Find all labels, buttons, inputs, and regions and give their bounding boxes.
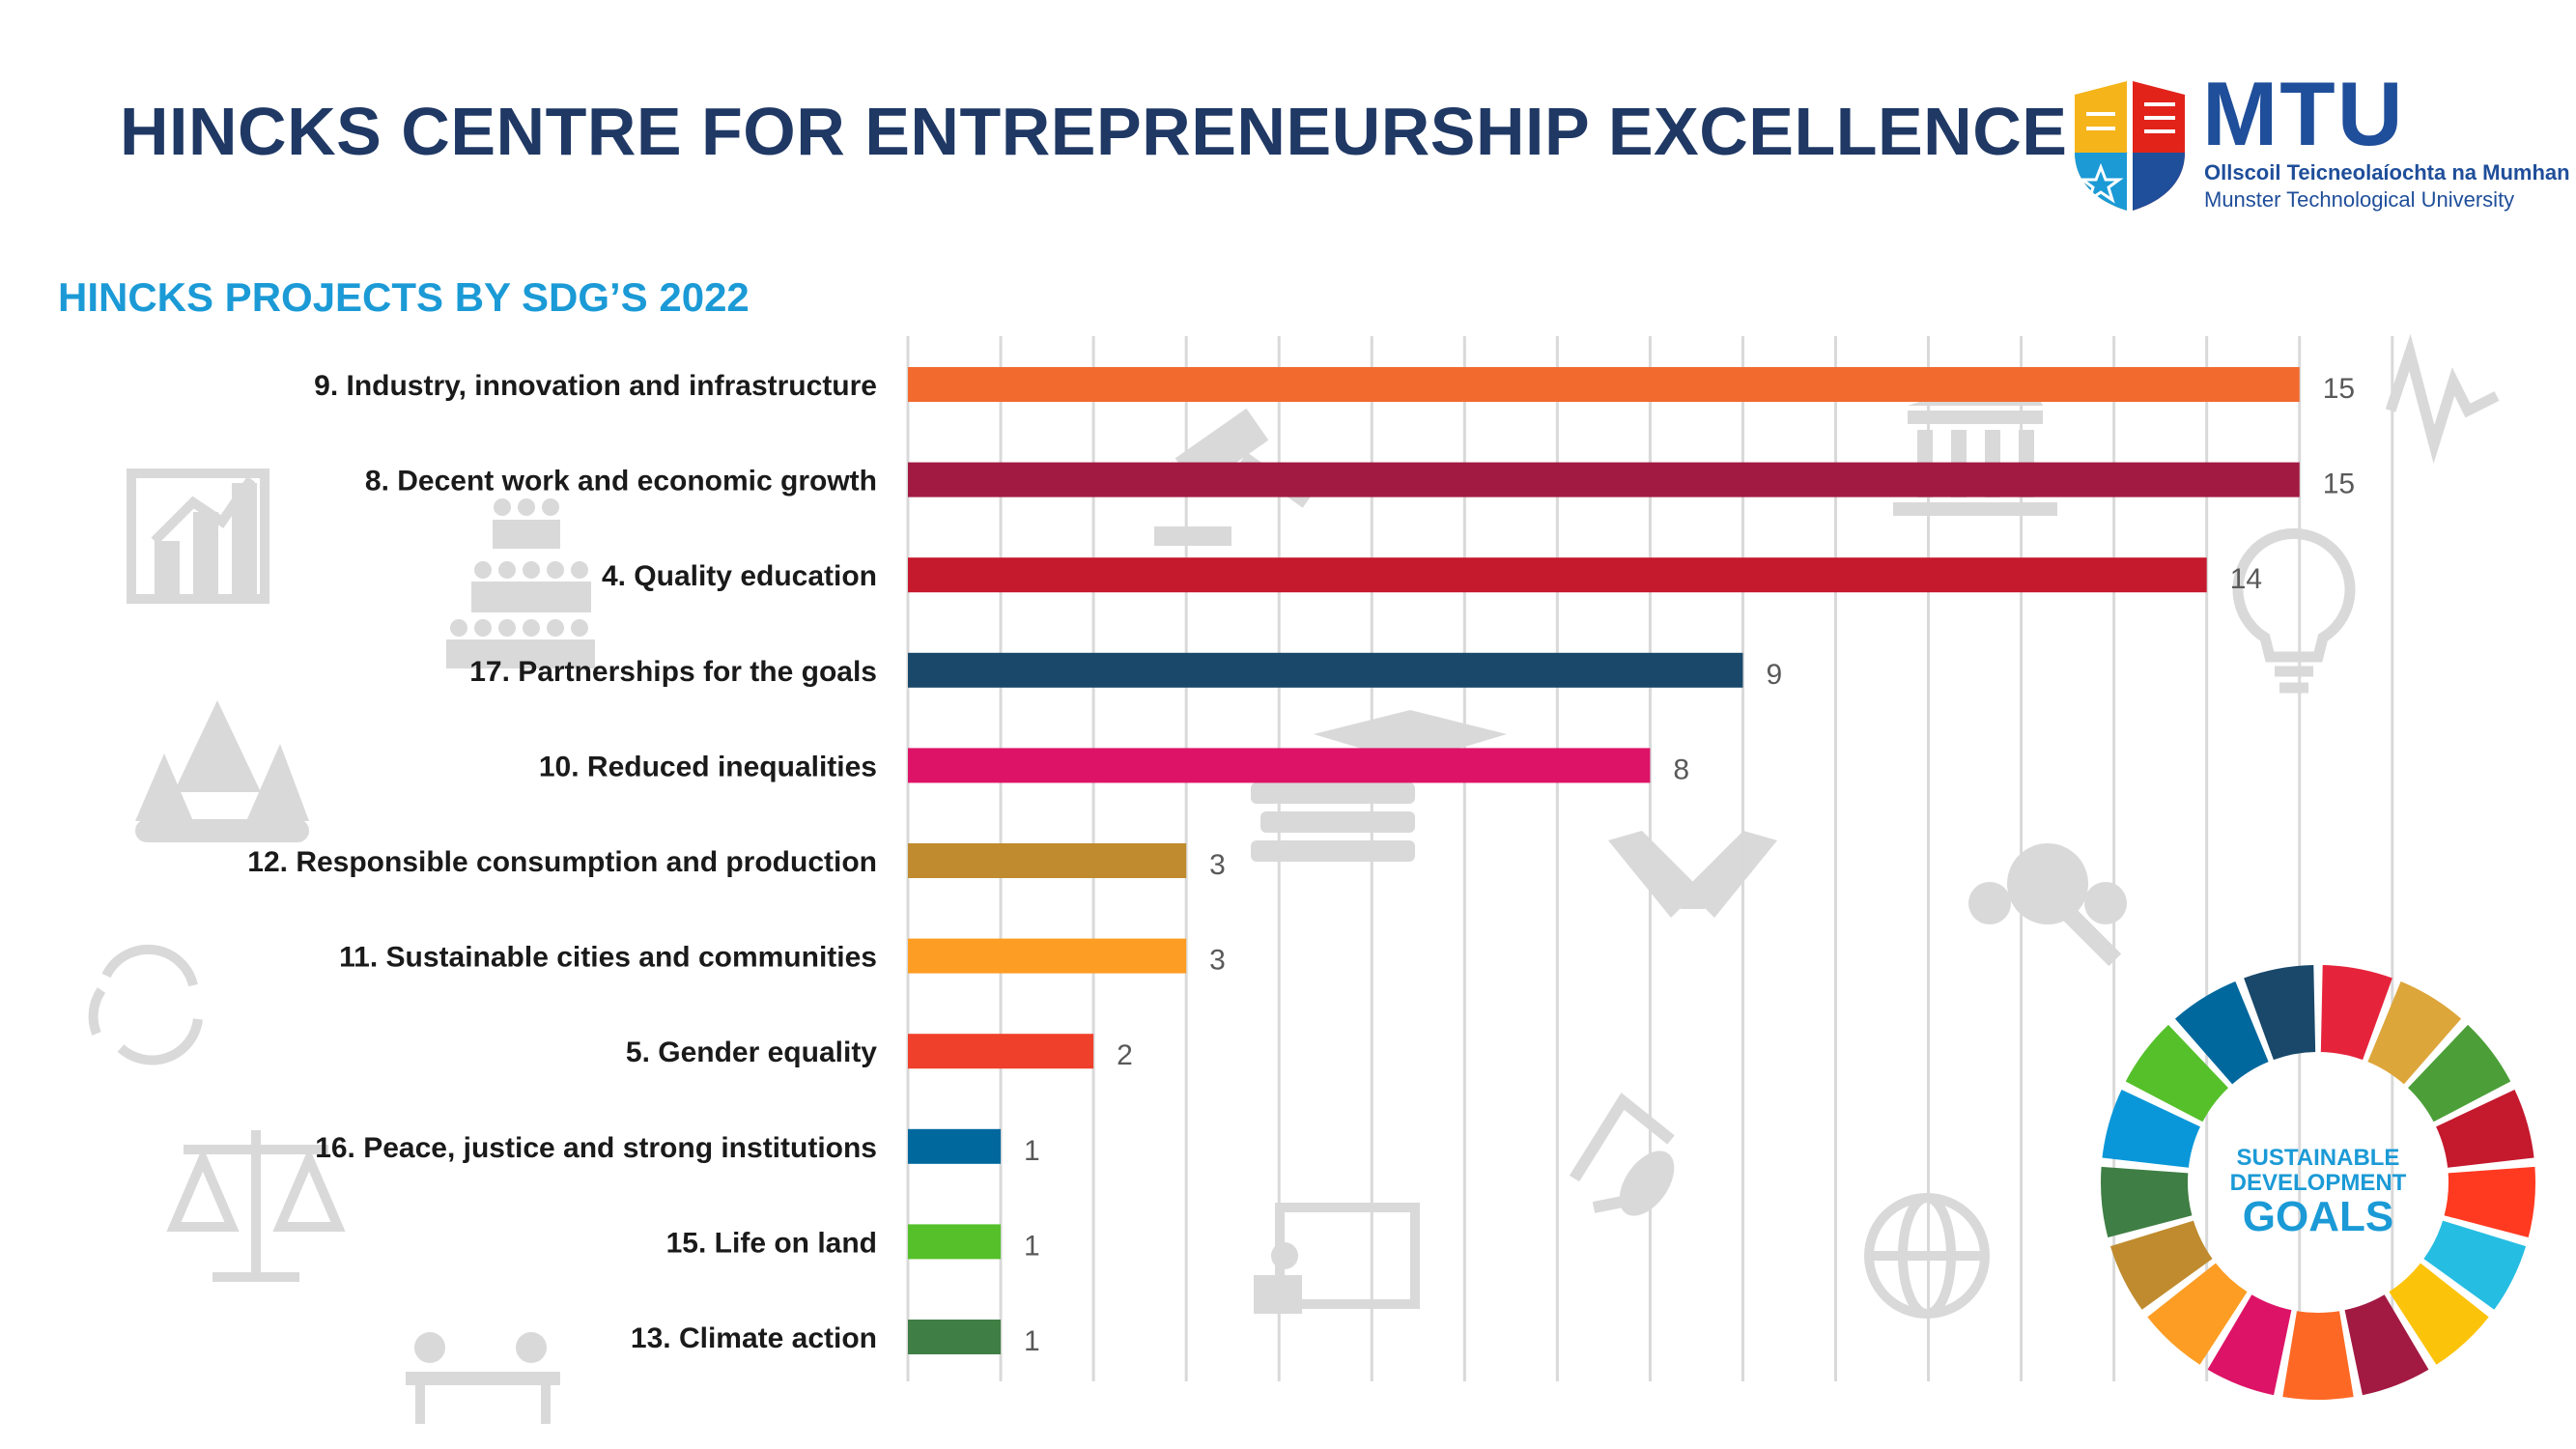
- bar: [908, 1128, 1002, 1164]
- sdg-wheel-segment: [2125, 1024, 2228, 1122]
- bar: [908, 1224, 1002, 1260]
- sdg-wheel: SUSTAINABLE DEVELOPMENT GOALS: [2101, 965, 2535, 1400]
- search-people-icon: [1968, 843, 2127, 967]
- data-label: 14: [2230, 563, 2262, 595]
- scales-icon: [166, 1130, 346, 1282]
- trees-icon: [135, 700, 309, 842]
- data-label: 2: [1117, 1039, 1133, 1071]
- leaf-icon: [1619, 1151, 1675, 1216]
- sdg-wheel-segment: [2389, 1263, 2489, 1365]
- data-labels: 15 15 14 9 8 3 3 2 1 1 1: [1024, 373, 2355, 1357]
- sdg-wheel-segment: [2101, 1166, 2193, 1238]
- mtu-english-name: Munster Technological University: [2204, 187, 2515, 212]
- sdg-wheel-segment: [2244, 965, 2316, 1061]
- sdg-wheel-segment: [2423, 1220, 2527, 1310]
- data-label: 1: [1024, 1230, 1040, 1262]
- page-title: HINCKS CENTRE FOR ENTREPRENEURSHIP EXCEL…: [120, 94, 2068, 169]
- category-label: 15. Life on land: [666, 1227, 877, 1259]
- globe-icon: [1864, 1193, 1990, 1319]
- sdg-wheel-segments: [2101, 965, 2535, 1400]
- handshake-icon: [1608, 831, 1777, 918]
- data-label: 9: [1766, 659, 1782, 691]
- category-label: 11. Sustainable cities and communities: [339, 942, 877, 974]
- category-label: 13. Climate action: [631, 1322, 877, 1354]
- data-label: 15: [2323, 373, 2355, 405]
- sdg-wheel-line3: GOALS: [2243, 1193, 2393, 1240]
- bar: [908, 557, 2207, 593]
- sdg-wheel-segment: [2102, 1089, 2200, 1168]
- category-labels: 9. Industry, innovation and infrastructu…: [247, 370, 877, 1354]
- sdg-wheel-segment: [2147, 1263, 2248, 1365]
- bars: [908, 367, 2300, 1354]
- meeting-icon: [406, 1332, 560, 1424]
- sdg-wheel-line1: SUSTAINABLE: [2237, 1145, 2400, 1171]
- people-icon: [446, 498, 595, 668]
- bar: [908, 1320, 1002, 1354]
- mtu-name: MTU: [2202, 63, 2405, 164]
- data-label: 8: [1673, 753, 1689, 785]
- bar: [908, 748, 1651, 783]
- lightbulb-icon: [2232, 527, 2356, 694]
- data-label: 1: [1024, 1135, 1040, 1167]
- pulse-icon: [2385, 333, 2500, 465]
- data-label: 3: [1209, 945, 1226, 977]
- bar: [908, 652, 1743, 688]
- category-label: 17. Partnerships for the goals: [469, 656, 877, 688]
- sdg-wheel-segment: [2109, 1220, 2213, 1310]
- chart-subtitle: HINCKS PROJECTS BY SDG’S 2022: [58, 274, 750, 320]
- sdg-wheel-segment: [2320, 965, 2392, 1061]
- bar: [908, 843, 1187, 878]
- category-label: 8. Decent work and economic growth: [365, 466, 877, 497]
- data-label: 3: [1209, 849, 1226, 881]
- sdg-wheel-segment: [2408, 1024, 2511, 1122]
- sdg-wheel-segment: [2282, 1311, 2354, 1400]
- growth-bars-icon: [155, 483, 257, 595]
- category-label: 9. Industry, innovation and infrastructu…: [314, 370, 877, 402]
- mtu-irish-name: Ollscoil Teicneolaíochta na Mumhan: [2204, 160, 2570, 185]
- sdg-wheel-segment: [2367, 980, 2462, 1085]
- data-label: 1: [1024, 1325, 1040, 1357]
- mtu-logo: MTU Ollscoil Teicneolaíochta na Mumhan M…: [2067, 63, 2570, 220]
- sdg-wheel-segment: [2174, 980, 2269, 1085]
- sdg-wheel-segment: [2344, 1294, 2429, 1396]
- mtu-shield-icon: [2075, 81, 2185, 211]
- category-label: 5. Gender equality: [626, 1037, 877, 1068]
- bar: [908, 462, 2300, 497]
- category-label: 10. Reduced inequalities: [539, 751, 877, 782]
- category-label: 12. Responsible consumption and producti…: [247, 846, 877, 878]
- bar: [908, 367, 2300, 402]
- sdg-wheel-segment: [2436, 1089, 2534, 1168]
- books-icon: [1251, 710, 1507, 862]
- data-label: 15: [2323, 469, 2355, 500]
- bar: [908, 1034, 1094, 1069]
- sdg-wheel-line2: DEVELOPMENT: [2230, 1170, 2407, 1196]
- category-label: 4. Quality education: [602, 560, 877, 592]
- sdg-wheel-segment: [2207, 1294, 2292, 1396]
- bar: [908, 938, 1187, 974]
- cycle-icon: [88, 944, 203, 1065]
- sdg-wheel-segment: [2444, 1166, 2535, 1238]
- category-label: 16. Peace, justice and strong institutio…: [315, 1132, 877, 1164]
